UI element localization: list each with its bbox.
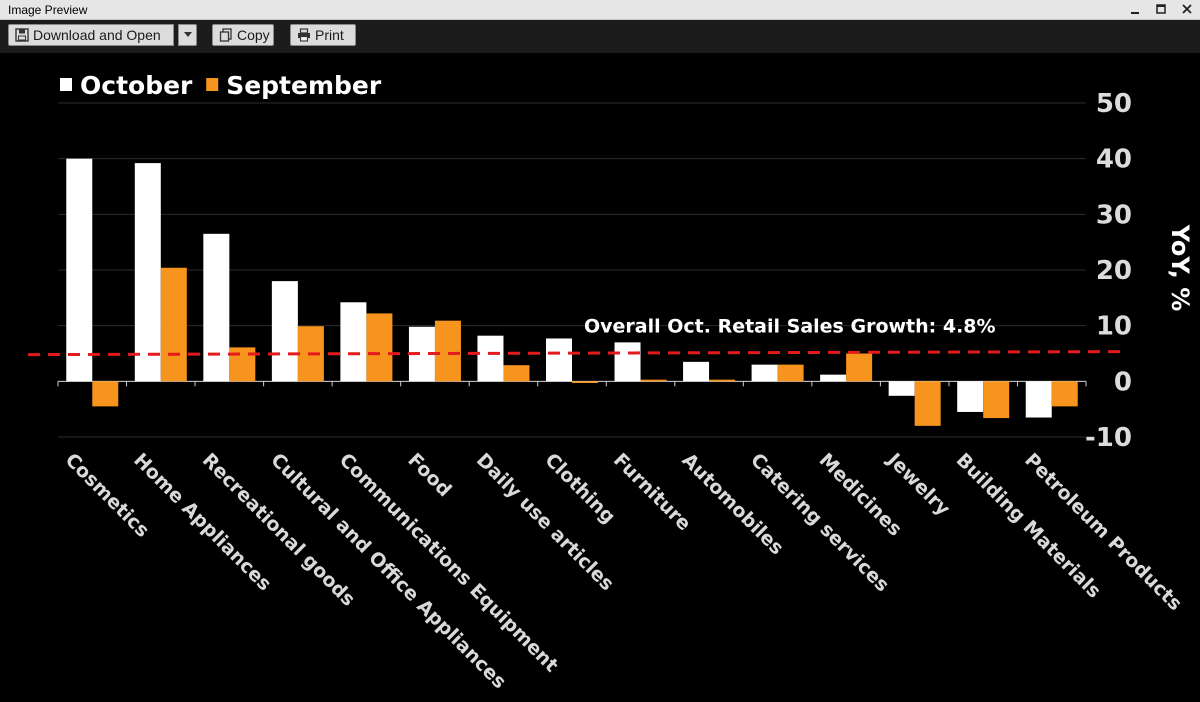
window-title: Image Preview — [8, 3, 88, 17]
bar-october — [66, 158, 93, 382]
toolbar: Download and Open Copy Print — [0, 20, 1200, 53]
save-icon — [15, 28, 29, 42]
bar-october — [888, 381, 915, 396]
bar-september — [640, 379, 667, 382]
bar-september — [92, 381, 119, 407]
download-and-open-button[interactable]: Download and Open — [8, 24, 174, 46]
y-tick-label: 20 — [1096, 256, 1132, 286]
bar-september — [503, 365, 530, 382]
reference-line-label: Overall Oct. Retail Sales Growth: 4.8% — [584, 316, 996, 338]
y-tick-label: -10 — [1085, 423, 1132, 453]
bar-september — [160, 267, 187, 382]
y-tick-label: 30 — [1096, 200, 1132, 230]
legend-label-october: October — [80, 71, 193, 100]
caret-down-icon — [183, 32, 192, 38]
bar-september — [434, 320, 461, 382]
copy-label: Copy — [237, 27, 270, 43]
bar-october — [134, 163, 161, 382]
print-button[interactable]: Print — [290, 24, 356, 46]
category-label: Food — [403, 449, 455, 501]
bar-september — [366, 313, 393, 382]
bar-september — [709, 379, 736, 382]
legend-label-september: September — [226, 71, 382, 100]
bar-september — [983, 381, 1010, 419]
bar-october — [957, 381, 984, 412]
bar-october — [477, 335, 504, 382]
y-axis-label: YoY, % — [1166, 224, 1194, 312]
category-label: Daily use articles — [472, 449, 618, 595]
title-bar: Image Preview — [0, 0, 1200, 20]
y-tick-label: 50 — [1096, 89, 1132, 119]
window-controls — [1128, 2, 1194, 16]
copy-button[interactable]: Copy — [212, 24, 274, 46]
maximize-icon[interactable] — [1154, 2, 1168, 16]
print-label: Print — [315, 27, 344, 43]
y-tick-label: 0 — [1114, 367, 1132, 397]
bar-october — [203, 233, 230, 382]
printer-icon — [297, 28, 311, 42]
bar-september — [914, 381, 941, 426]
bar-october — [683, 361, 710, 382]
reference-line — [27, 350, 1123, 357]
legend-swatch-september — [206, 78, 219, 91]
category-label: Home Appliances — [129, 449, 275, 595]
bar-october — [614, 342, 641, 382]
download-dropdown-button[interactable] — [178, 24, 197, 46]
legend-swatch-october — [60, 78, 72, 91]
bar-october — [546, 338, 572, 382]
bar-october — [340, 302, 367, 382]
category-label: Jewelry — [882, 448, 955, 521]
bar-september — [1051, 381, 1078, 407]
copy-icon — [219, 28, 233, 42]
bar-september — [572, 381, 598, 384]
bar-september — [777, 364, 804, 382]
y-tick-label: 40 — [1096, 145, 1132, 175]
bar-october — [820, 374, 847, 382]
bar-october — [271, 281, 298, 382]
category-label: Catering services — [746, 449, 893, 596]
bar-october — [1025, 381, 1052, 418]
minimize-icon[interactable] — [1128, 2, 1142, 16]
bar-october — [751, 364, 778, 382]
y-tick-label: 10 — [1096, 312, 1132, 342]
chart-area: 50 40 30 20 10 0 -10 Cosmetics Home Appliances Re… — [4, 53, 1194, 702]
download-and-open-label: Download and Open — [33, 27, 161, 43]
bar-september — [846, 353, 873, 382]
bar-september — [229, 347, 256, 382]
close-icon[interactable] — [1180, 2, 1194, 16]
